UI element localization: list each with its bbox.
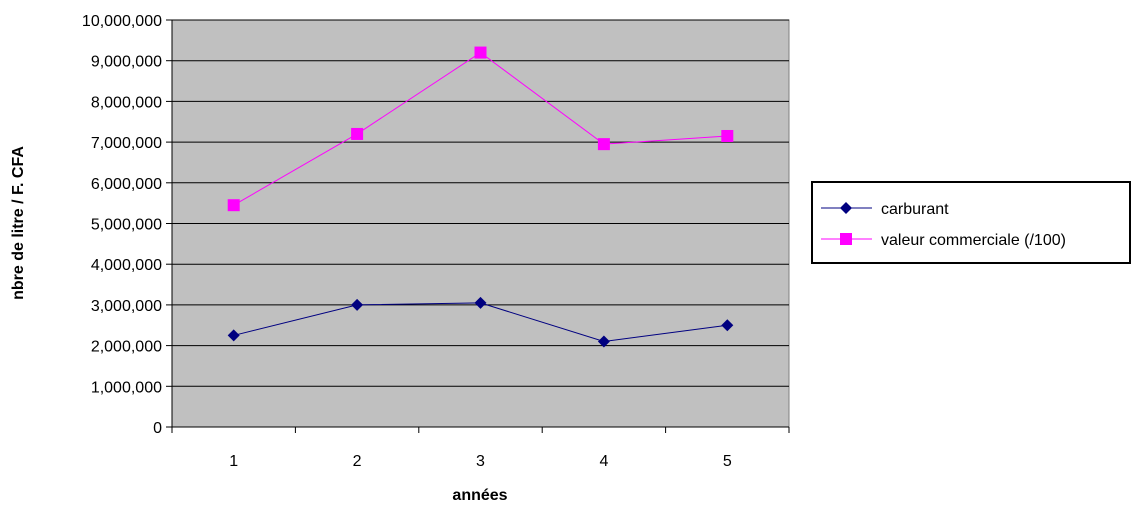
series-2 xyxy=(227,46,734,212)
legend-label: valeur commerciale (/100) xyxy=(881,232,1066,249)
data-point xyxy=(721,129,734,142)
data-point xyxy=(721,319,734,332)
gridlines xyxy=(172,19,789,387)
data-point xyxy=(351,127,364,140)
y-tick-label: 10,000,000 xyxy=(82,13,162,30)
y-tick-label: 1,000,000 xyxy=(91,379,162,396)
y-tick-label: 8,000,000 xyxy=(91,94,162,111)
legend-box xyxy=(811,181,1131,264)
y-tick-label: 0 xyxy=(153,420,162,437)
x-axis-title: années xyxy=(452,487,507,504)
data-point xyxy=(597,335,610,348)
y-tick-label: 2,000,000 xyxy=(91,339,162,356)
legend-entry: valeur commerciale (/100) xyxy=(821,232,1066,249)
data-point xyxy=(351,298,364,311)
y-tick-label: 4,000,000 xyxy=(91,257,162,274)
y-axis-ticks: 0 1,000,000 2,000,000 3,000,000 4,000,000 5,0… xyxy=(82,13,172,437)
data-point xyxy=(597,138,610,151)
data-point xyxy=(227,329,240,342)
data-point xyxy=(227,199,240,212)
legend-label: carburant xyxy=(881,201,949,218)
x-tick-label: 4 xyxy=(599,453,608,470)
series-group xyxy=(227,46,734,348)
data-point xyxy=(474,46,487,59)
x-axis-ticks: 1 2 3 4 5 xyxy=(171,427,790,470)
y-tick-label: 9,000,000 xyxy=(91,54,162,71)
legend-entry: carburant xyxy=(821,201,949,218)
y-tick-label: 3,000,000 xyxy=(91,298,162,315)
series-1 xyxy=(227,296,734,348)
legend-marker xyxy=(840,233,852,245)
x-tick-label: 5 xyxy=(723,453,732,470)
x-tick-label: 1 xyxy=(229,453,238,470)
data-point xyxy=(474,296,487,309)
x-tick-label: 3 xyxy=(476,453,485,470)
y-tick-label: 6,000,000 xyxy=(91,176,162,193)
y-tick-label: 5,000,000 xyxy=(91,217,162,234)
y-axis-title: nbre de litre / F. CFA xyxy=(10,146,27,300)
legend-marker xyxy=(840,202,852,214)
y-tick-label: 7,000,000 xyxy=(91,135,162,152)
legend: carburant valeur commerciale (/100) xyxy=(811,181,1131,264)
x-tick-label: 2 xyxy=(353,453,362,470)
